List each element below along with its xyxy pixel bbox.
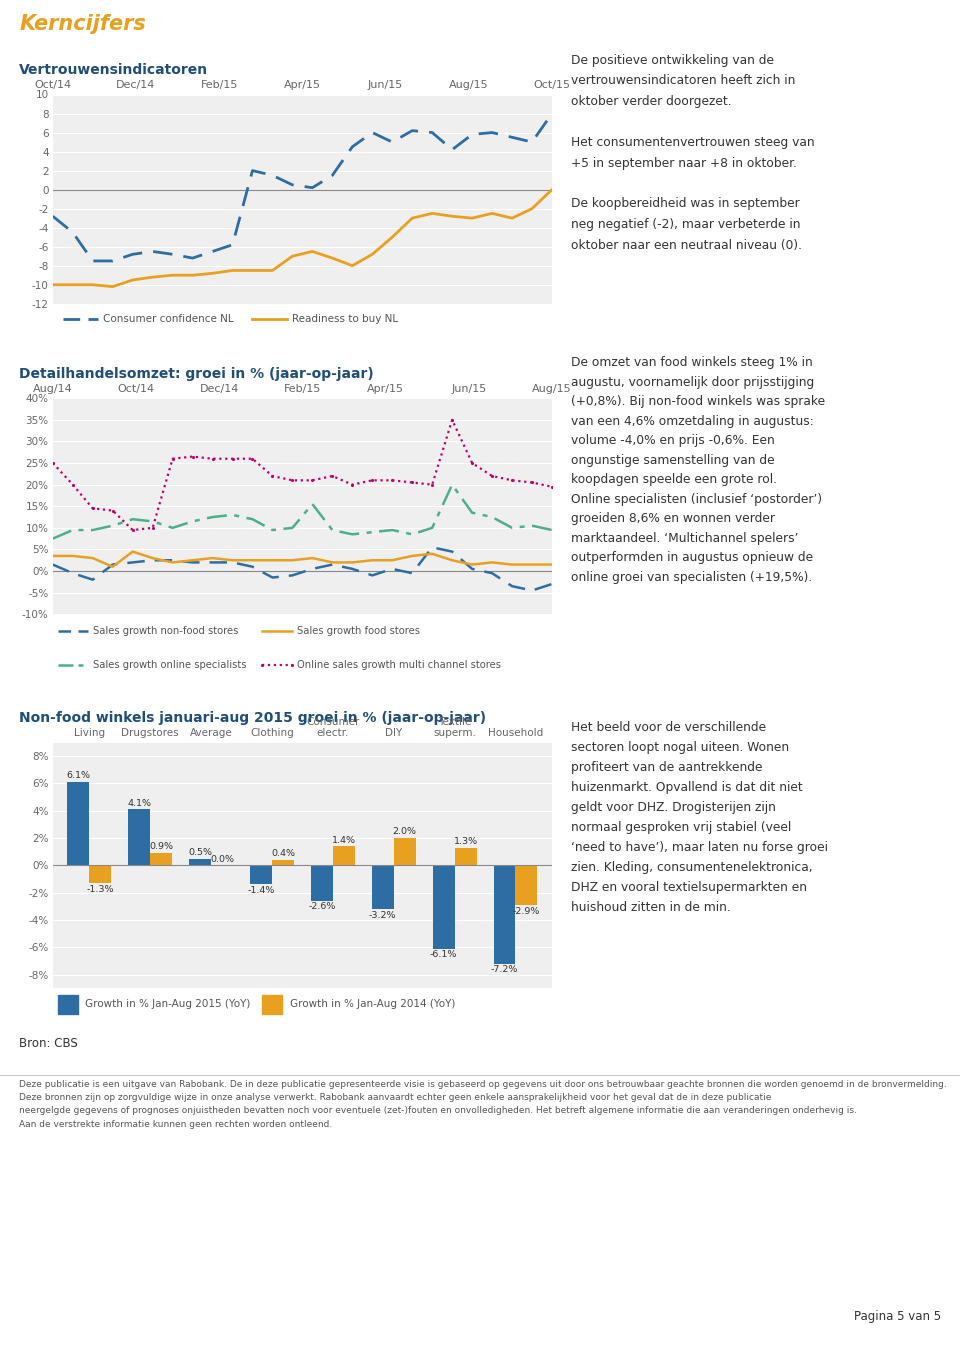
Bar: [493, 865, 516, 964]
Bar: [67, 782, 89, 865]
Bar: [129, 810, 150, 865]
Text: Online sales growth multi channel stores: Online sales growth multi channel stores: [298, 660, 501, 670]
Text: 4.1%: 4.1%: [128, 799, 152, 807]
Text: Readiness to buy NL: Readiness to buy NL: [293, 313, 398, 324]
Bar: [262, 995, 282, 1014]
Bar: [189, 859, 211, 865]
Text: 6.1%: 6.1%: [66, 771, 90, 780]
Text: 2.0%: 2.0%: [393, 828, 417, 837]
Text: Sales growth online specialists: Sales growth online specialists: [93, 660, 246, 670]
Bar: [272, 860, 294, 865]
Bar: [433, 865, 455, 949]
Text: De omzet van food winkels steeg 1% in
augustu, voornamelijk door prijsstijging
(: De omzet van food winkels steeg 1% in au…: [571, 356, 826, 585]
Bar: [372, 865, 394, 909]
Text: -2.6%: -2.6%: [308, 903, 336, 911]
Text: 0.5%: 0.5%: [188, 848, 212, 857]
Text: Deze publicatie is een uitgave van Rabobank. De in deze publicatie gepresenteerd: Deze publicatie is een uitgave van Rabob…: [19, 1080, 947, 1129]
Text: 0.0%: 0.0%: [210, 855, 234, 864]
Text: Sales growth non-food stores: Sales growth non-food stores: [93, 626, 238, 636]
Text: De positieve ontwikkeling van de
vertrouwensindicatoren heeft zich in
oktober ve: De positieve ontwikkeling van de vertrou…: [571, 54, 815, 251]
Bar: [250, 865, 272, 884]
Text: 0.9%: 0.9%: [149, 842, 173, 852]
Text: -7.2%: -7.2%: [491, 965, 518, 975]
Bar: [333, 846, 355, 865]
Bar: [311, 865, 333, 900]
Text: Growth in % Jan-Aug 2015 (YoY): Growth in % Jan-Aug 2015 (YoY): [85, 999, 251, 1010]
Text: Vertrouwensindicatoren: Vertrouwensindicatoren: [19, 63, 208, 77]
Text: Pagina 5 van 5: Pagina 5 van 5: [853, 1310, 941, 1323]
Bar: [150, 853, 172, 865]
Text: -6.1%: -6.1%: [430, 950, 457, 960]
Text: -3.2%: -3.2%: [369, 911, 396, 919]
Bar: [89, 865, 111, 883]
Text: Bron: CBS: Bron: CBS: [19, 1037, 78, 1050]
Bar: [516, 865, 538, 904]
Bar: [394, 838, 416, 865]
Text: 1.4%: 1.4%: [332, 836, 356, 845]
Text: -1.3%: -1.3%: [86, 884, 114, 894]
Text: Sales growth food stores: Sales growth food stores: [298, 626, 420, 636]
Bar: [58, 995, 78, 1014]
Bar: [455, 848, 476, 865]
Text: Het beeld voor de verschillende
sectoren loopt nogal uiteen. Wonen
profiteert va: Het beeld voor de verschillende sectoren…: [571, 721, 828, 914]
Text: Consumer confidence NL: Consumer confidence NL: [103, 313, 233, 324]
Text: 1.3%: 1.3%: [453, 837, 478, 846]
Text: Detailhandelsomzet: groei in % (jaar-op-jaar): Detailhandelsomzet: groei in % (jaar-op-…: [19, 367, 374, 381]
Text: Growth in % Jan-Aug 2014 (YoY): Growth in % Jan-Aug 2014 (YoY): [290, 999, 455, 1010]
Text: Kerncijfers: Kerncijfers: [19, 15, 146, 34]
Text: -2.9%: -2.9%: [513, 907, 540, 915]
Text: Non-food winkels januari-aug 2015 groei in % (jaar-op-jaar): Non-food winkels januari-aug 2015 groei …: [19, 711, 487, 725]
Text: 0.4%: 0.4%: [271, 849, 295, 859]
Text: -1.4%: -1.4%: [248, 886, 275, 895]
